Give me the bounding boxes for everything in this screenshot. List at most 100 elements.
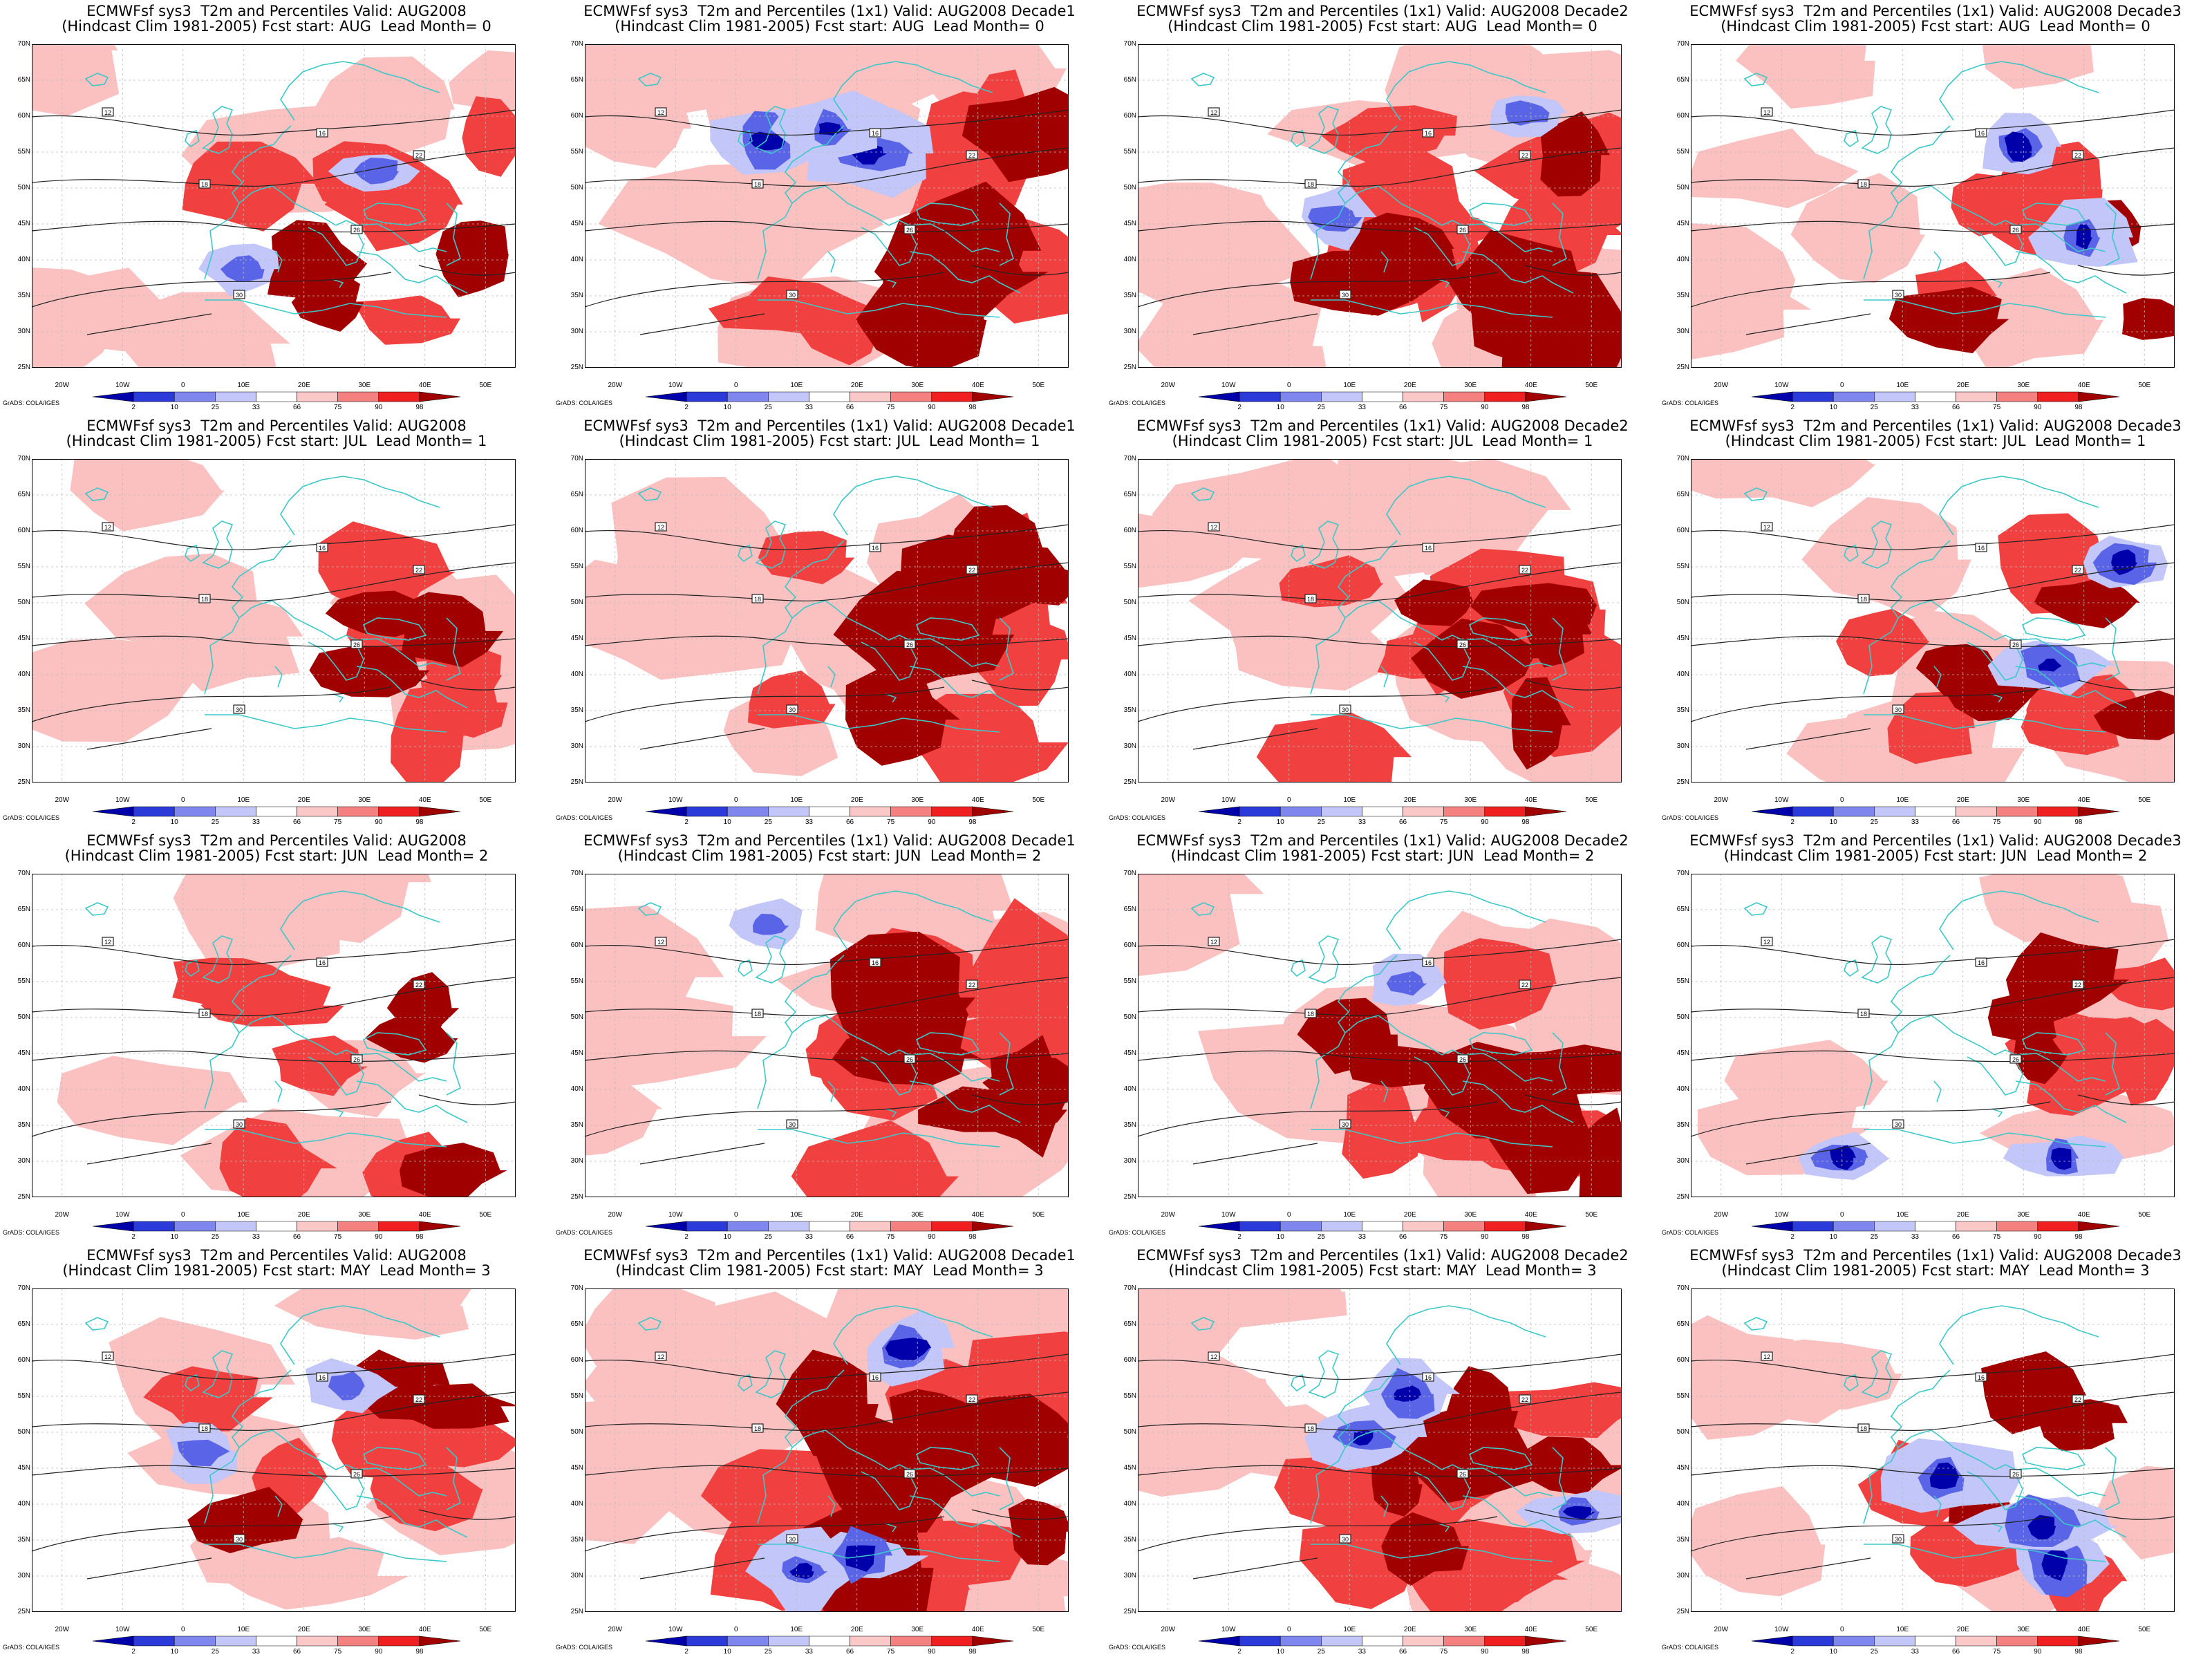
contour-label: 26 <box>2012 641 2019 648</box>
coastline <box>1438 279 1450 288</box>
shading-layer <box>1138 874 1622 1197</box>
map-frame <box>32 874 516 1197</box>
colorbar-segment <box>378 806 420 817</box>
percentile-colorbar <box>646 1221 1013 1232</box>
forecast-panel: ECMWFsf sys3 T2m and Percentiles Valid: … <box>0 830 553 1244</box>
contour-label: 16 <box>319 1374 326 1381</box>
isotherm-contour <box>1138 221 1622 233</box>
colorbar-tick-label: 10 <box>723 1233 731 1241</box>
colorbar-tick-label: 33 <box>805 818 813 826</box>
colorbar-segment <box>931 806 973 817</box>
coastline <box>1380 1495 1389 1517</box>
lat-label: 55N <box>570 977 583 985</box>
isotherm-contour <box>32 1516 392 1552</box>
coastline <box>637 1317 662 1331</box>
coastline <box>1386 1305 1546 1365</box>
isotherm-contour <box>585 1465 1069 1477</box>
warm-extreme-area <box>1579 1107 1622 1197</box>
colorbar-segment <box>1403 806 1444 817</box>
colorbar-segment <box>378 1221 420 1232</box>
colorbar-tick-label: 2 <box>131 818 135 826</box>
warm-extreme-area <box>400 1143 507 1197</box>
colorbar-tick-label: 10 <box>1829 1648 1837 1656</box>
colorbar-tick-label: 2 <box>131 1233 135 1241</box>
colorbar-tick-label: 10 <box>723 818 731 826</box>
lat-label: 60N <box>1676 112 1689 120</box>
coastline-layer <box>1743 1305 2127 1562</box>
colorbar-tick-label: 2 <box>1237 818 1241 826</box>
colorbar-tick-label: 33 <box>1358 1233 1366 1241</box>
warm-anomaly-area <box>313 56 455 158</box>
coastline <box>738 959 753 977</box>
colorbar-segment <box>1752 1635 1793 1647</box>
colorbar-tick-label: 90 <box>2034 818 2042 826</box>
temperature-percentile-map: 12 16 18 22 26 30 <box>32 459 516 782</box>
lat-label: 70N <box>17 40 30 48</box>
coastline <box>861 1471 917 1510</box>
panel-title-line2: (Hindcast Clim 1981-2005) Fcst start: MA… <box>615 1262 1044 1279</box>
isotherm-contour <box>32 221 516 233</box>
lat-label: 60N <box>17 941 30 949</box>
isotherm-contour <box>418 1509 516 1520</box>
contour-label: 12 <box>1763 524 1770 531</box>
grads-credit: GrADS: COLA/IGES <box>3 814 60 821</box>
climatology-contours: 12 16 18 22 26 30 <box>1691 107 2175 335</box>
isotherm-contour <box>585 109 1069 136</box>
colorbar-segment <box>972 391 1013 402</box>
grads-credit: GrADS: COLA/IGES <box>1109 400 1166 406</box>
lat-label: 50N <box>17 599 30 606</box>
isotherm-contour <box>585 686 945 722</box>
lon-label: 10W <box>668 382 683 389</box>
lon-label: 10E <box>1343 382 1356 389</box>
colorbar-tick-label: 25 <box>764 404 772 411</box>
grads-credit: GrADS: COLA/IGES <box>1662 1229 1719 1236</box>
warm-extreme-area <box>1009 568 1069 606</box>
forecast-panel: ECMWFsf sys3 T2m and Percentiles (1x1) V… <box>1659 0 2212 415</box>
lon-label: 40E <box>418 1626 431 1633</box>
lat-label: 55N <box>1676 1392 1689 1400</box>
contour-label: 18 <box>201 596 208 603</box>
graticule <box>1691 44 2175 368</box>
isotherm-contour <box>1691 686 2051 722</box>
coastline <box>1890 1369 1951 1448</box>
lat-label: 65N <box>1123 76 1136 84</box>
coastline <box>2015 1080 2127 1123</box>
isotherm-contour <box>32 109 516 136</box>
colorbar-segment <box>256 806 297 817</box>
isotherm-contour <box>1745 1143 1871 1165</box>
lon-label: 10W <box>668 796 683 804</box>
coastline <box>861 1056 917 1096</box>
panel-title-line1: ECMWFsf sys3 T2m and Percentiles (1x1) V… <box>583 832 1076 849</box>
panel-title-line2: (Hindcast Clim 1981-2005) Fcst start: MA… <box>1168 1262 1597 1279</box>
coastline <box>1863 1015 2106 1109</box>
lon-label: 0 <box>180 1626 185 1633</box>
colorbar-segment <box>215 1221 256 1232</box>
coastline <box>758 714 1000 733</box>
isotherm-contour <box>32 977 516 1017</box>
climatology-contours: 12 16 18 22 26 30 <box>1691 937 2175 1165</box>
lon-label: 20E <box>1956 796 1969 804</box>
colorbar-segment <box>297 391 338 402</box>
colorbar-segment <box>1525 1221 1566 1232</box>
lat-label: 50N <box>1123 1013 1136 1021</box>
colorbar-tick-label: 25 <box>1317 818 1325 826</box>
coastline <box>205 1129 447 1147</box>
lon-label: 20W <box>55 382 70 389</box>
coastline <box>1462 1080 1574 1123</box>
warm-anomaly-area <box>1138 874 1264 977</box>
isotherm-contour <box>1691 977 2175 1017</box>
lat-label: 40N <box>1123 1500 1136 1508</box>
lon-label: 50E <box>479 382 492 389</box>
lat-label: 60N <box>570 112 583 120</box>
panel-title-line2: (Hindcast Clim 1981-2005) Fcst start: JU… <box>619 433 1040 449</box>
coastline <box>362 1447 427 1470</box>
colorbar-tick-label: 33 <box>1358 818 1366 826</box>
contour-label: 12 <box>1763 1353 1770 1360</box>
colorbar-segment <box>337 391 379 402</box>
colorbar-segment <box>1321 806 1362 817</box>
lon-label: 10W <box>1774 1626 1789 1633</box>
coastline <box>231 955 292 1033</box>
coastline <box>185 129 200 148</box>
map-frame <box>1138 1288 1622 1612</box>
lon-label: 10E <box>237 1626 250 1633</box>
